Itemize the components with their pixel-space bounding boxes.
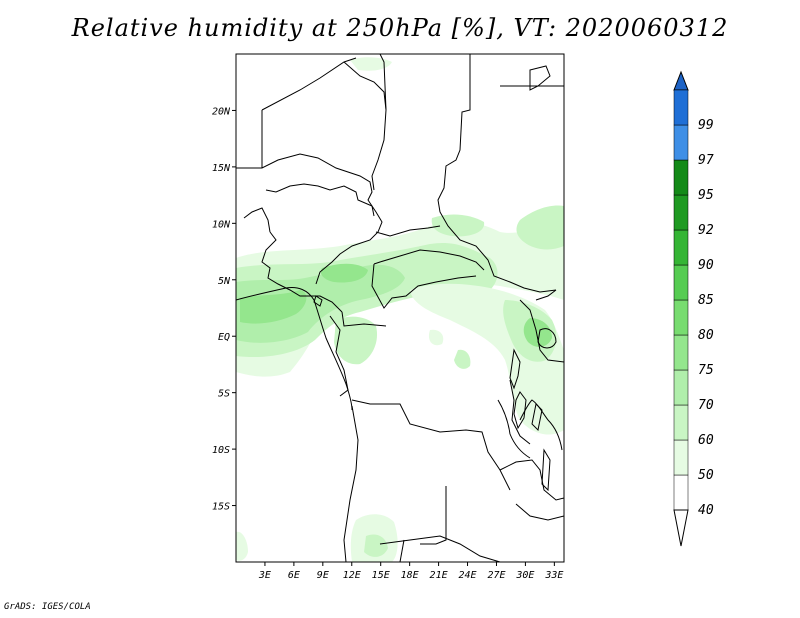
lon-tick-label: 18E (401, 570, 419, 581)
lat-tick-label: 20N (212, 106, 231, 117)
lon-tick-label: 21E (430, 570, 448, 581)
lat-tick-label: 15S (212, 502, 230, 513)
colorbar-segment (673, 124, 689, 161)
map-title: Relative humidity at 250hPa [%], VT: 202… (71, 14, 729, 42)
lat-tick-label: EQ (218, 332, 230, 343)
lat-tick-label: 15N (212, 163, 231, 174)
colorbar-segment (673, 194, 689, 231)
colorbar-segment (673, 159, 689, 196)
colorbar-segment (673, 404, 689, 441)
colorbar: 40 50 60 70 75 80 85 90 92 95 97 99 (673, 70, 714, 547)
colorbar-segment (673, 439, 689, 476)
colorbar-max-arrow (673, 70, 689, 91)
map-frame (235, 53, 565, 563)
lon-tick-label: 30E (515, 570, 534, 581)
lat-tick-label: 10S (212, 445, 230, 456)
colorbar-segment (673, 369, 689, 406)
lon-tick-label: 6E (288, 570, 300, 581)
lon-tick-label: 3E (258, 570, 271, 581)
colorbar-label: 80 (698, 328, 714, 343)
colorbar-label: 70 (698, 398, 714, 413)
lat-tick-label: 10N (212, 219, 231, 230)
latitude-axis: 20N 15N 10N 5N EQ 5S 10S 15S (212, 106, 236, 513)
lat-tick-label: 5S (218, 389, 230, 400)
colorbar-segment (673, 334, 689, 371)
lon-tick-label: 27E (487, 570, 505, 581)
colorbar-label: 85 (698, 293, 714, 308)
longitude-axis: 3E 6E 9E 12E 15E 18E 21E 24E 27E 30E 33E (258, 562, 563, 581)
lon-tick-label: 33E (544, 570, 563, 581)
lon-tick-label: 12E (343, 570, 361, 581)
colorbar-segment (673, 89, 689, 126)
colorbar-segment (673, 474, 689, 511)
lat-tick-label: 5N (218, 276, 231, 287)
humidity-shading (236, 57, 564, 562)
lon-tick-label: 24E (458, 570, 476, 581)
colorbar-label: 40 (698, 503, 714, 518)
colorbar-label: 50 (698, 468, 714, 483)
colorbar-min-arrow (673, 509, 689, 547)
lon-tick-label: 15E (372, 570, 390, 581)
lakes-outline (313, 65, 557, 492)
colorbar-label: 60 (698, 433, 714, 448)
country-borders (236, 54, 564, 562)
colorbar-label: 92 (698, 223, 714, 238)
colorbar-label: 99 (698, 118, 714, 133)
colorbar-label: 90 (698, 258, 714, 273)
lon-tick-label: 9E (317, 570, 329, 581)
colorbar-label: 95 (698, 188, 714, 203)
colorbar-segment (673, 264, 689, 301)
footer-credit: GrADS: IGES/COLA (4, 602, 91, 612)
colorbar-segment (673, 229, 689, 266)
colorbar-label: 97 (698, 153, 714, 168)
colorbar-segment (673, 299, 689, 336)
colorbar-label: 75 (698, 363, 714, 378)
